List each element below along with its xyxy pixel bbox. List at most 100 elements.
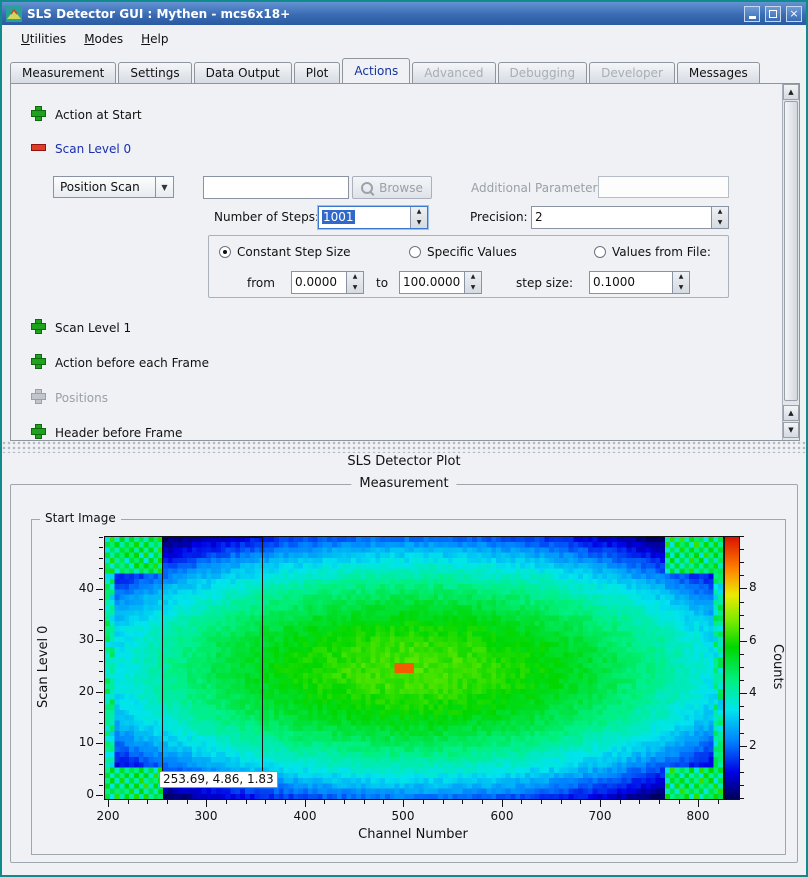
tab-data-output[interactable]: Data Output — [194, 62, 292, 83]
header-before-frame-label: Header before Frame — [55, 426, 182, 441]
tick — [96, 692, 103, 693]
scan-mode-select[interactable]: Position Scan ▼ — [53, 176, 174, 198]
tab-messages[interactable]: Messages — [677, 62, 760, 83]
heatmap-canvas[interactable] — [105, 537, 723, 799]
tick — [99, 785, 103, 786]
tick — [620, 800, 621, 804]
cursor-readout-tooltip: 253.69, 4.86, 1.83 — [159, 771, 278, 788]
tick — [600, 800, 601, 807]
app-icon — [6, 6, 22, 22]
spin-up-button[interactable]: ▲ — [347, 272, 363, 283]
scan-mode-value: Position Scan — [54, 180, 155, 194]
maximize-button[interactable] — [765, 6, 781, 22]
tab-advanced: Advanced — [412, 62, 495, 83]
scrollbar-up-button[interactable]: ▲ — [783, 84, 799, 100]
to-spinbox[interactable]: 100.0000 ▲▼ — [399, 271, 482, 294]
spin-down-button[interactable]: ▼ — [347, 283, 363, 294]
radio-off-icon — [594, 246, 606, 258]
radio-specific-values[interactable]: Specific Values — [409, 245, 517, 259]
tick — [740, 733, 744, 734]
radio-constant-step-size[interactable]: Constant Step Size — [219, 245, 351, 259]
start-image-title: Start Image — [40, 511, 121, 525]
window-title: SLS Detector GUI : Mythen - mcs6x18+ — [27, 7, 739, 21]
tick — [718, 800, 719, 804]
tick — [99, 661, 103, 662]
tick — [740, 706, 744, 707]
tick — [659, 800, 660, 804]
tick — [96, 589, 103, 590]
close-icon: × — [789, 8, 798, 19]
steps-spinbox[interactable]: 1001 ▲▼ — [318, 206, 428, 229]
to-label: to — [376, 276, 388, 291]
tick-label: 400 — [280, 809, 330, 824]
spin-down-button[interactable]: ▼ — [411, 218, 427, 229]
tick — [99, 712, 103, 713]
precision-value: 2 — [532, 207, 711, 228]
tab-measurement[interactable]: Measurement — [10, 62, 116, 83]
tick — [167, 800, 168, 804]
spin-up-button[interactable]: ▲ — [411, 207, 427, 218]
radio-values-from-file[interactable]: Values from File: — [594, 245, 711, 259]
menu-modes[interactable]: Modes — [75, 29, 132, 49]
precision-spinbox[interactable]: 2 ▲▼ — [531, 206, 729, 229]
minimize-icon — [749, 16, 756, 19]
to-value: 100.0000 — [400, 272, 464, 293]
scrollbar-up-button[interactable]: ▲ — [783, 405, 799, 421]
browse-button-label: Browse — [379, 181, 423, 195]
tick — [99, 723, 103, 724]
vertical-scrollbar[interactable]: ▲ ▲ ▼ — [782, 84, 799, 440]
plot-dock-title: SLS Detector Plot — [2, 454, 806, 469]
spin-up-button[interactable]: ▲ — [465, 272, 481, 283]
actions-tab-panel: Action at Start Scan Level 0 Position Sc… — [10, 83, 800, 441]
scrollbar-down-button[interactable]: ▼ — [783, 422, 799, 438]
maximize-icon — [769, 10, 777, 18]
tab-actions[interactable]: Actions — [342, 58, 410, 83]
tick — [740, 588, 747, 589]
scrollbar-thumb[interactable] — [784, 101, 798, 401]
tick — [96, 640, 103, 641]
number-of-steps-label: Number of Steps: — [214, 210, 319, 225]
step-size-spinbox[interactable]: 0.1000 ▲▼ — [589, 271, 690, 294]
menu-help[interactable]: Help — [132, 29, 177, 49]
tick-label: 200 — [83, 809, 133, 824]
tick — [206, 800, 207, 807]
tick — [502, 800, 503, 807]
tick — [226, 800, 227, 804]
tick-label: 2 — [749, 738, 769, 753]
y-axis-title: Scan Level 0 — [36, 536, 53, 798]
tick — [740, 562, 744, 563]
splitter-handle[interactable] — [2, 441, 806, 453]
tab-plot[interactable]: Plot — [294, 62, 341, 83]
step-size-label: step size: — [516, 276, 573, 291]
menu-utilities[interactable]: Utilities — [12, 29, 75, 49]
add-icon — [31, 424, 46, 439]
tick — [541, 800, 542, 804]
minimize-button[interactable] — [744, 6, 760, 22]
spin-down-button[interactable]: ▼ — [673, 283, 689, 294]
colorbar — [724, 536, 740, 800]
tick — [187, 800, 188, 804]
spin-up-button[interactable]: ▲ — [712, 207, 728, 218]
add-icon-disabled — [31, 389, 46, 404]
tick — [698, 800, 699, 807]
add-icon — [31, 354, 46, 369]
tick — [482, 800, 483, 804]
radio-off-icon — [409, 246, 421, 258]
tab-developer: Developer — [589, 62, 675, 83]
tick-label: 800 — [673, 809, 723, 824]
spin-down-button[interactable]: ▼ — [465, 283, 481, 294]
spin-down-button[interactable]: ▼ — [712, 218, 728, 229]
tick — [99, 568, 103, 569]
tick — [99, 620, 103, 621]
close-button[interactable]: × — [786, 6, 802, 22]
tick — [740, 615, 744, 616]
from-spinbox[interactable]: 0.0000 ▲▼ — [291, 271, 364, 294]
tick — [740, 746, 747, 747]
tick — [740, 641, 747, 642]
tick-label: 20 — [52, 684, 94, 699]
plot-area: 253.69, 4.86, 1.83 — [104, 536, 724, 800]
script-path-input[interactable] — [203, 176, 349, 199]
spin-up-button[interactable]: ▲ — [673, 272, 689, 283]
tab-settings[interactable]: Settings — [118, 62, 191, 83]
x-axis-title: Channel Number — [104, 827, 722, 842]
